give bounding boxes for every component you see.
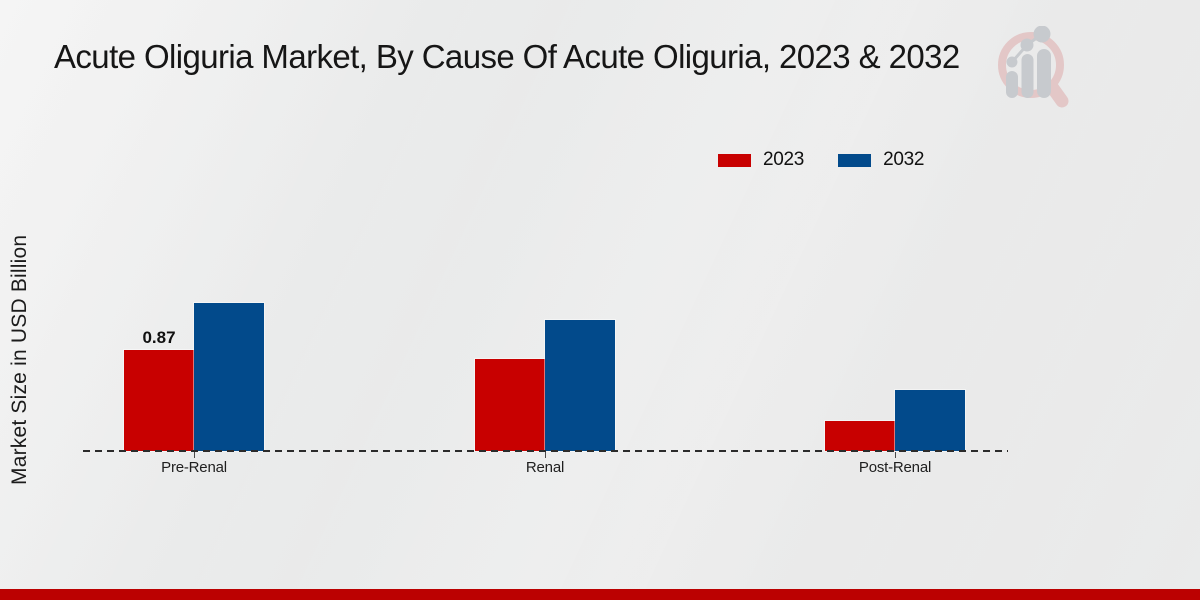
- chart-title: Acute Oliguria Market, By Cause Of Acute…: [54, 38, 960, 75]
- legend-label-2032: 2032: [883, 149, 925, 170]
- x-axis-category-label: Pre-Renal: [161, 459, 227, 476]
- x-axis-tick: [194, 452, 195, 458]
- legend-item-2023[interactable]: 2023: [718, 149, 804, 171]
- legend-label-2023: 2023: [763, 149, 805, 170]
- bar-2023-pre-renal: [124, 350, 194, 451]
- x-axis-tick: [895, 452, 896, 458]
- bar-2032-renal: [545, 320, 615, 451]
- brand-watermark-icon: [998, 26, 1069, 108]
- bar-2023-post-renal: [825, 421, 895, 451]
- bar-2023-renal: [475, 359, 545, 451]
- legend-swatch-2023: [718, 153, 751, 167]
- x-axis-category-label: Post-Renal: [858, 459, 932, 476]
- footer-accent-bar: [0, 589, 1200, 600]
- bar-2032-post-renal: [895, 390, 965, 451]
- x-axis-baseline: [83, 450, 1008, 452]
- x-axis-category-label: Renal: [525, 459, 565, 476]
- bar-2032-pre-renal: [194, 303, 264, 451]
- legend: 2023 2032: [718, 149, 924, 171]
- legend-item-2032[interactable]: 2032: [838, 149, 924, 171]
- legend-swatch-2032: [838, 153, 872, 167]
- x-axis-tick: [545, 452, 546, 458]
- bar-value-label: 0.87: [142, 328, 176, 347]
